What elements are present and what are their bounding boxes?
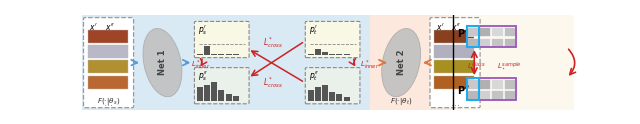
Bar <box>492 79 502 89</box>
Bar <box>233 96 239 101</box>
Bar <box>315 87 321 101</box>
FancyBboxPatch shape <box>305 21 360 58</box>
Bar <box>88 30 128 43</box>
Bar <box>504 27 515 36</box>
Text: $\mathbf{P}'$: $\mathbf{P}'$ <box>456 27 468 39</box>
Bar <box>211 82 217 101</box>
Bar <box>308 90 314 101</box>
Bar <box>344 54 349 55</box>
Bar <box>344 97 349 101</box>
Bar <box>479 27 490 36</box>
Bar <box>492 90 502 100</box>
Text: $x''$: $x''$ <box>105 21 115 32</box>
Bar <box>435 60 474 73</box>
Bar <box>308 54 314 55</box>
Text: $x'$: $x'$ <box>436 21 444 32</box>
Text: $L^{sample}_{\star}$: $L^{sample}_{\star}$ <box>497 60 522 72</box>
Text: $p_t'$: $p_t'$ <box>308 23 318 37</box>
Bar <box>504 79 515 89</box>
Text: $L^*_{inner}$: $L^*_{inner}$ <box>360 58 380 72</box>
Bar <box>322 52 328 55</box>
Bar <box>563 15 575 110</box>
Bar <box>467 78 516 100</box>
Bar <box>88 60 128 73</box>
Bar <box>233 54 239 55</box>
Bar <box>479 79 490 89</box>
Bar <box>467 26 516 47</box>
Text: $F(\cdot|\theta_t)$: $F(\cdot|\theta_t)$ <box>390 96 412 107</box>
Bar <box>504 90 515 100</box>
Bar <box>218 54 225 55</box>
Bar <box>330 92 335 101</box>
Bar <box>435 30 474 43</box>
Bar <box>467 90 478 100</box>
Bar <box>435 76 474 89</box>
Bar <box>467 26 479 47</box>
Text: Net 2: Net 2 <box>397 50 406 75</box>
Text: $x''$: $x''$ <box>451 21 461 32</box>
Bar <box>492 27 502 36</box>
Text: ...: ... <box>451 98 460 108</box>
Bar <box>225 54 232 55</box>
Bar <box>88 45 128 58</box>
Text: Net 1: Net 1 <box>158 50 167 75</box>
Bar <box>371 15 563 110</box>
Text: $L^{class}_{\star}$: $L^{class}_{\star}$ <box>467 60 486 72</box>
Bar <box>204 46 210 55</box>
Text: ...: ... <box>104 98 113 108</box>
Bar <box>337 94 342 101</box>
Bar <box>467 79 478 89</box>
Bar <box>467 78 479 100</box>
Bar <box>322 85 328 101</box>
Bar <box>504 38 515 47</box>
Text: $p_s''$: $p_s''$ <box>198 70 208 83</box>
Bar <box>337 54 342 55</box>
FancyBboxPatch shape <box>195 21 249 58</box>
Text: $F(\cdot|\theta_s)$: $F(\cdot|\theta_s)$ <box>97 96 120 107</box>
Bar <box>204 85 210 101</box>
Bar <box>330 54 335 55</box>
FancyBboxPatch shape <box>305 68 360 104</box>
Bar <box>479 90 490 100</box>
Bar <box>82 15 371 110</box>
Text: $L^*_{cross}$: $L^*_{cross}$ <box>262 35 283 50</box>
Bar <box>218 90 225 101</box>
Bar <box>88 76 128 89</box>
Ellipse shape <box>143 29 182 97</box>
FancyBboxPatch shape <box>195 68 249 104</box>
Bar <box>435 45 474 58</box>
Text: $L^*_{cross}$: $L^*_{cross}$ <box>262 75 283 90</box>
Text: $L^*_{inner}$: $L^*_{inner}$ <box>191 58 211 72</box>
Text: $x'$: $x'$ <box>90 21 98 32</box>
Bar <box>492 38 502 47</box>
Bar <box>197 54 203 55</box>
Text: $p_s'$: $p_s'$ <box>198 23 207 37</box>
FancyBboxPatch shape <box>430 18 480 108</box>
Bar <box>451 15 575 110</box>
Bar <box>211 54 217 55</box>
Bar <box>467 27 478 36</box>
Text: $p_t''$: $p_t''$ <box>308 70 319 83</box>
Ellipse shape <box>381 29 420 97</box>
Text: $\mathbf{P}''$: $\mathbf{P}''$ <box>456 84 470 96</box>
Bar <box>197 87 203 101</box>
Bar <box>225 94 232 101</box>
FancyBboxPatch shape <box>84 18 134 108</box>
Bar <box>467 38 478 47</box>
Bar <box>315 49 321 55</box>
Bar <box>479 38 490 47</box>
